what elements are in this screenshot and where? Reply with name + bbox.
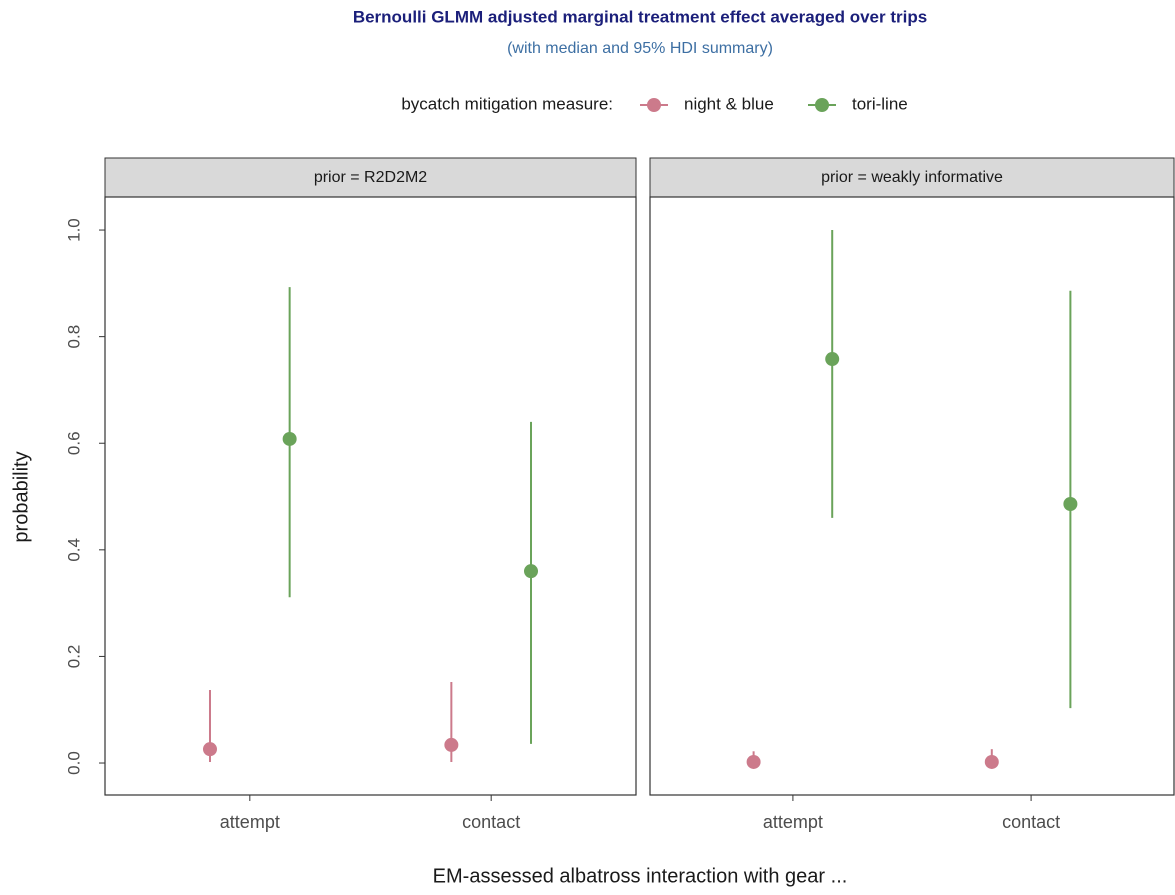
median-point bbox=[444, 737, 459, 752]
panel bbox=[649, 196, 1175, 796]
chart-subtitle: (with median and 95% HDI summary) bbox=[507, 40, 773, 57]
strip bbox=[649, 157, 1175, 198]
median-point bbox=[1063, 496, 1078, 511]
x-tick-label: attempt bbox=[763, 812, 823, 832]
median-point bbox=[746, 754, 761, 769]
x-axis-label: EM-assessed albatross interaction with g… bbox=[433, 865, 848, 887]
median-point bbox=[825, 352, 840, 367]
panel bbox=[104, 196, 637, 796]
x-tick-label: attempt bbox=[220, 812, 280, 832]
chart-title: Bernoulli GLMM adjusted marginal treatme… bbox=[353, 7, 927, 26]
y-axis-label: probability bbox=[10, 451, 32, 542]
facet-title: prior = R2D2M2 bbox=[314, 169, 427, 186]
legend-label: tori-line bbox=[852, 94, 908, 113]
facet-title: prior = weakly informative bbox=[821, 169, 1003, 186]
strip bbox=[104, 157, 637, 198]
median-point bbox=[984, 754, 999, 769]
y-tick-label: 0.4 bbox=[64, 538, 83, 562]
y-tick-label: 1.0 bbox=[64, 218, 83, 242]
legend-label: night & blue bbox=[684, 94, 774, 113]
y-tick-label: 0.2 bbox=[64, 645, 83, 669]
legend-key-point bbox=[647, 98, 661, 112]
median-point bbox=[202, 742, 217, 757]
y-tick-label: 0.0 bbox=[64, 751, 83, 775]
median-point bbox=[524, 564, 539, 579]
legend-title: bycatch mitigation measure: bbox=[401, 94, 613, 113]
legend-key-point bbox=[815, 98, 829, 112]
y-tick-label: 0.6 bbox=[64, 431, 83, 455]
median-point bbox=[282, 431, 297, 446]
x-tick-label: contact bbox=[462, 812, 520, 832]
y-tick-label: 0.8 bbox=[64, 325, 83, 349]
x-tick-label: contact bbox=[1002, 812, 1060, 832]
